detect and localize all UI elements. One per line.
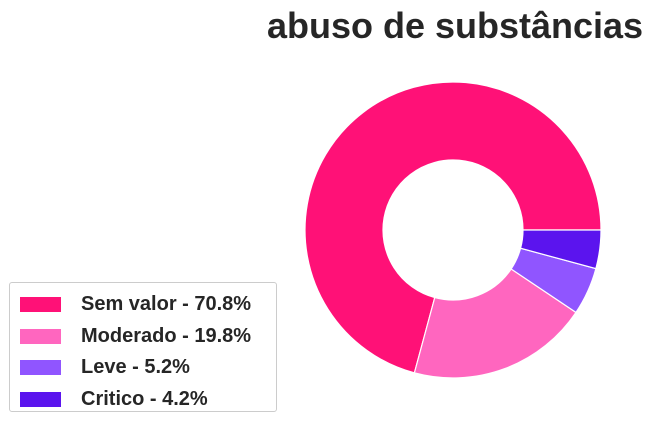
legend-label-sem-valor: Sem valor - 70.8% [81,293,252,316]
legend-item-critico: Critico - 4.2% [20,384,276,416]
donut-slices [304,81,602,379]
legend-label-moderado: Moderado - 19.8% [81,324,252,347]
slice-sem-valor [304,81,602,374]
legend-swatch-critico [20,391,61,407]
slice-critico [519,229,602,270]
legend-item-moderado: Moderado - 19.8% [20,321,276,353]
legend-item-sem-valor: Sem valor - 70.8% [20,289,276,321]
chart-title: abuso de substâncias [266,5,644,46]
legend-label-leve: Leve - 5.2% [81,356,190,379]
legend: Sem valor - 70.8% Moderado - 19.8% Leve … [9,282,277,412]
legend-swatch-leve [20,360,61,376]
legend-swatch-moderado [20,328,61,344]
legend-swatch-sem-valor [20,297,61,313]
legend-label-critico: Critico - 4.2% [81,387,208,410]
legend-item-leve: Leve - 5.2% [20,352,276,384]
slice-moderado [413,268,577,379]
